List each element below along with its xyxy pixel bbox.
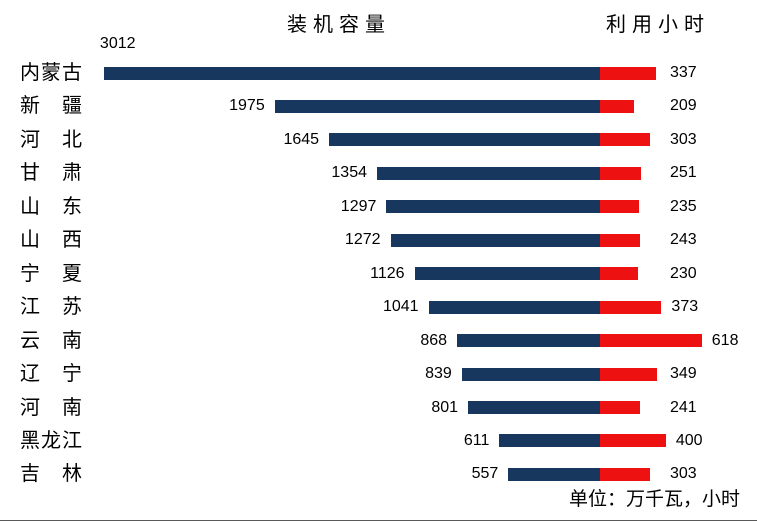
capacity-bar [274,99,600,113]
category-label: 甘 肃 [20,162,83,185]
capacity-bar [414,267,600,281]
unit-note: 单位：万千瓦，小时 [568,489,740,510]
capacity-value-label: 868 [420,331,448,349]
hours-bar [600,166,642,180]
hours-value-label: 251 [670,164,697,182]
hours-bar [600,233,641,247]
hours-value-label: 209 [670,97,697,115]
hours-value-label: 243 [670,231,697,249]
hours-value-label: 337 [670,64,697,81]
hours-bar [600,300,662,314]
hours-bar [600,133,650,147]
bottom-border [0,520,757,521]
capacity-value-label: 1354 [331,164,367,182]
category-label: 云 南 [20,329,83,352]
capacity-bar [376,166,600,180]
capacity-value-label: 557 [471,465,499,483]
hours-value-label: 303 [670,465,697,483]
capacity-bar [499,434,600,448]
category-label: 辽 宁 [20,363,83,386]
capacity-bar [390,233,600,247]
category-label: 河 北 [20,128,83,151]
capacity-value-label: 1975 [229,97,265,115]
capacity-bar [508,467,600,481]
category-label: 江 苏 [20,296,83,319]
capacity-bar [461,367,600,381]
hours-bar [600,467,650,481]
hours-value-label: 230 [670,264,697,282]
capacity-value-label: 3012 [99,34,136,52]
hours-bar [600,401,640,414]
hours-bar [600,334,702,348]
capacity-bar [329,133,600,147]
hours-bar [600,66,656,80]
capacity-value-label: 1645 [283,130,320,148]
hours-series-header: 利用小时 [606,14,710,36]
capacity-value-label: 1272 [344,231,381,249]
hours-value-label: 349 [670,365,697,383]
hours-value-label: 618 [711,331,739,349]
category-label: 河 南 [20,396,83,419]
category-label: 山 东 [20,195,83,218]
capacity-value-label: 1297 [340,197,377,215]
capacity-value-label: 1041 [382,298,419,316]
hours-value-label: 235 [670,197,697,215]
capacity-value-label: 839 [425,365,452,383]
category-label: 新 疆 [20,95,83,118]
category-label: 山 西 [20,229,83,252]
category-label: 吉 林 [20,463,83,486]
capacity-series-header: 装机容量 [287,14,391,36]
category-label: 内蒙古 [20,62,83,84]
capacity-value-label: 801 [431,398,459,416]
capacity-value-label: 611 [463,431,490,449]
hours-value-label: 400 [675,431,703,449]
hours-value-label: 303 [670,130,697,148]
category-label: 黑龙江 [20,429,83,452]
capacity-bar [468,401,600,414]
capacity-bar [103,66,600,80]
hours-bar [600,267,638,281]
hours-bar [600,434,666,448]
hours-bar [600,200,639,214]
hours-value-label: 373 [671,298,699,316]
hours-bar [600,367,658,381]
capacity-bar [386,200,600,214]
capacity-bar [428,300,600,314]
hours-bar [600,99,635,113]
capacity-value-label: 1126 [370,264,405,282]
category-label: 宁 夏 [20,262,83,285]
hours-value-label: 241 [670,398,697,416]
capacity-bar [457,334,600,348]
